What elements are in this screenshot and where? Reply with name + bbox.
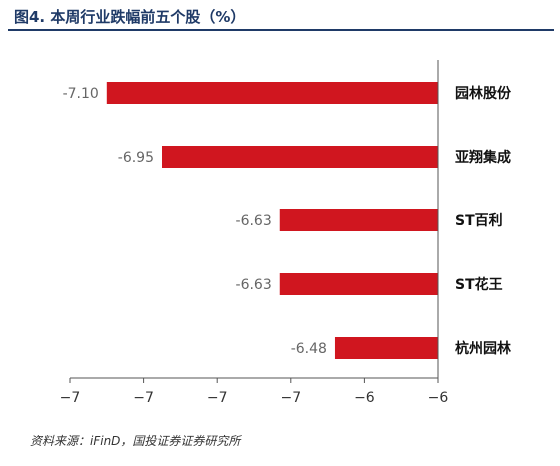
value-label-3: -6.63 <box>236 277 272 293</box>
bar-0 <box>106 82 439 104</box>
category-label-2: ST百利 <box>455 212 503 229</box>
source-note: 资料来源：iFinD，国投证券证券研究所 <box>30 434 241 448</box>
value-label-4: -6.48 <box>291 341 327 357</box>
bar-1 <box>162 146 438 168</box>
x-tick-label-2: −7 <box>207 390 228 406</box>
value-label-1: -6.95 <box>118 150 154 166</box>
chart-title: 图4. 本周行业跌幅前五个股（%） <box>14 8 246 26</box>
x-tick-label-5: −6 <box>428 390 449 406</box>
category-label-4: 杭州园林 <box>455 340 511 357</box>
cut-off-footer-text <box>0 452 560 466</box>
x-tick-label-1: −7 <box>133 390 154 406</box>
category-label-0: 园林股份 <box>455 85 512 102</box>
value-label-0: -7.10 <box>63 86 99 102</box>
x-tick-label-4: −6 <box>354 390 375 406</box>
bar-4 <box>334 337 438 359</box>
category-label-3: ST花王 <box>455 276 503 293</box>
x-tick-label-0: −7 <box>60 390 81 406</box>
title-underline <box>8 29 554 31</box>
value-label-2: -6.63 <box>236 213 272 229</box>
bar-3 <box>279 273 438 295</box>
category-label-1: 亚翔集成 <box>455 149 511 166</box>
bar-2 <box>279 209 438 231</box>
x-tick-label-3: −7 <box>280 390 301 406</box>
